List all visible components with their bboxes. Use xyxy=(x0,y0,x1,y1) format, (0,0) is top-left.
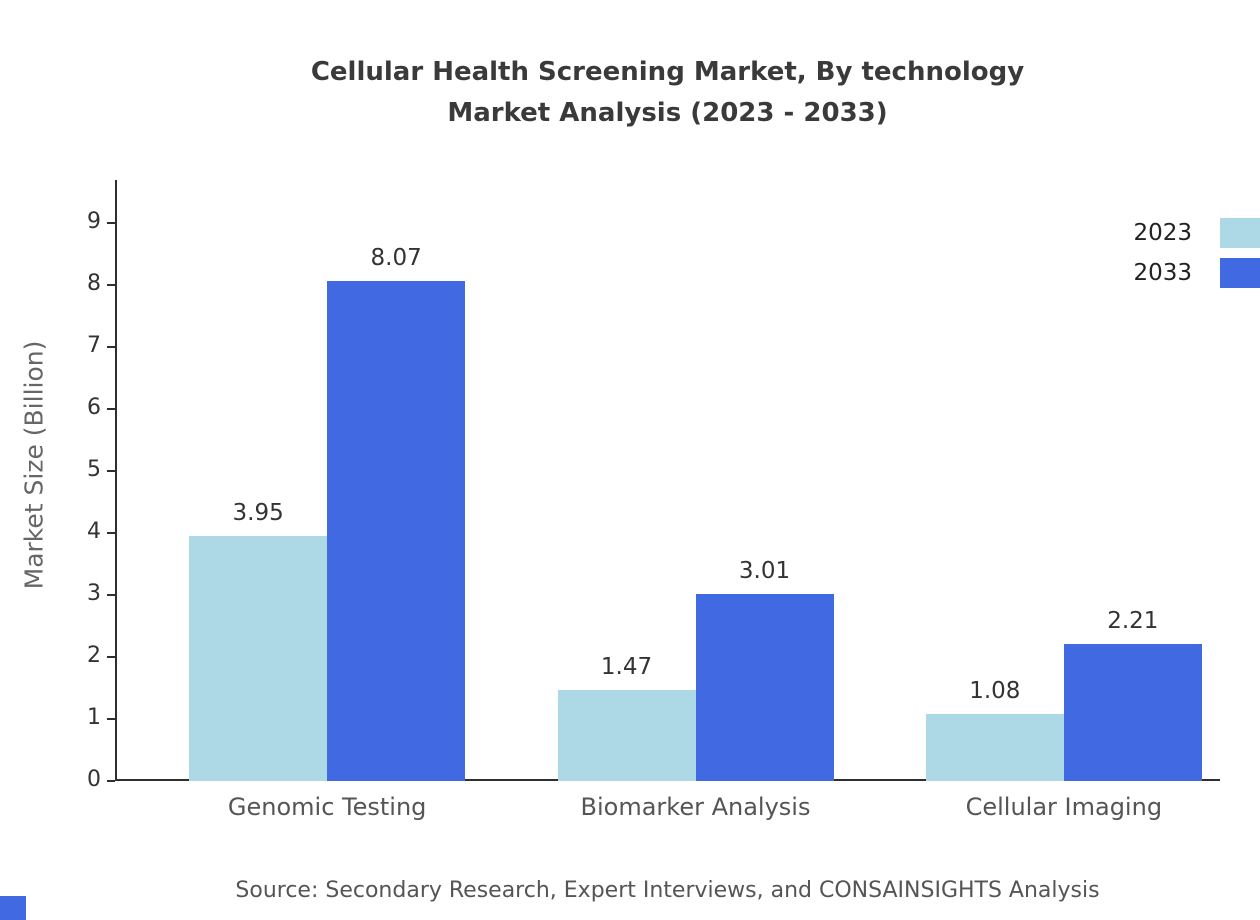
bar-value-label: 8.07 xyxy=(370,244,422,271)
y-tick-mark xyxy=(107,346,115,348)
y-tick-mark xyxy=(107,718,115,720)
bar-value-label: 2.21 xyxy=(1107,607,1159,634)
legend-label: 2023 xyxy=(1133,220,1192,246)
y-tick-label: 1 xyxy=(87,705,101,730)
chart-title: Cellular Health Screening Market, By tec… xyxy=(115,52,1220,134)
y-tick-mark xyxy=(107,594,115,596)
y-axis-title: Market Size (Billion) xyxy=(19,340,49,590)
chart-title-line2: Market Analysis (2023 - 2033) xyxy=(447,98,888,128)
legend-swatch xyxy=(1220,258,1260,288)
corner-accent xyxy=(0,896,26,920)
legend: 2023 2033 xyxy=(1133,218,1260,288)
source-note: Source: Secondary Research, Expert Inter… xyxy=(235,878,1100,903)
y-tick-mark xyxy=(107,408,115,410)
y-tick-label: 8 xyxy=(87,271,101,296)
bar-2023-biomarker-analysis xyxy=(557,689,696,781)
bar-value-label: 1.47 xyxy=(600,653,653,680)
bar-value-label: 3.01 xyxy=(738,558,791,585)
legend-label: 2033 xyxy=(1133,260,1192,286)
bar-2023-cellular-imaging xyxy=(925,714,1064,781)
chart-title-line1: Cellular Health Screening Market, By tec… xyxy=(310,57,1025,87)
bar-2033-genomic-testing xyxy=(327,280,466,781)
legend-item-2023: 2023 xyxy=(1133,218,1260,248)
y-tick-mark xyxy=(107,470,115,472)
y-tick-mark xyxy=(107,532,115,534)
x-category-label: Genomic Testing xyxy=(227,793,427,821)
y-tick-label: 7 xyxy=(87,333,101,358)
y-tick-label: 5 xyxy=(87,457,101,482)
legend-swatch xyxy=(1220,218,1260,248)
y-tick-label: 4 xyxy=(87,519,101,544)
x-category-label: Cellular Imaging xyxy=(965,793,1163,821)
bar-2033-cellular-imaging xyxy=(1063,643,1202,781)
bar-value-label: 1.08 xyxy=(969,678,1021,705)
plot-area: 0 1 2 3 4 5 6 7 8 9 3.95 8.07 Genomic Testing 1.47 3.0… xyxy=(87,180,1220,821)
y-tick-label: 6 xyxy=(87,395,101,420)
x-category-label: Biomarker Analysis xyxy=(580,793,811,821)
bar-2023-genomic-testing xyxy=(189,536,328,781)
bar-2033-biomarker-analysis xyxy=(695,594,834,781)
bar-value-label: 3.95 xyxy=(232,500,284,527)
y-tick-label: 2 xyxy=(87,643,101,668)
y-tick-mark xyxy=(107,222,115,224)
y-tick-mark xyxy=(107,656,115,658)
legend-item-2033: 2033 xyxy=(1133,258,1260,288)
y-tick-mark xyxy=(107,284,115,286)
y-tick-label: 0 xyxy=(87,767,101,792)
y-tick-label: 9 xyxy=(87,209,101,234)
y-tick-label: 3 xyxy=(87,581,101,606)
y-tick-mark xyxy=(107,780,115,782)
